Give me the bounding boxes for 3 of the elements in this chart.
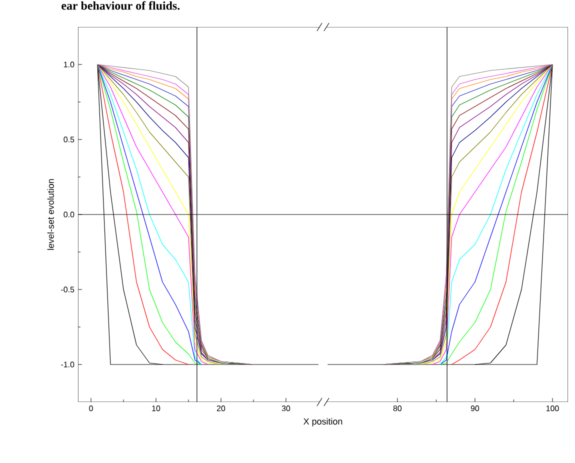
y-axis-title: level-set evolution bbox=[47, 179, 54, 250]
x-axis-title: X position bbox=[304, 418, 342, 426]
text: ear behaviour of fluids. bbox=[62, 1, 180, 10]
